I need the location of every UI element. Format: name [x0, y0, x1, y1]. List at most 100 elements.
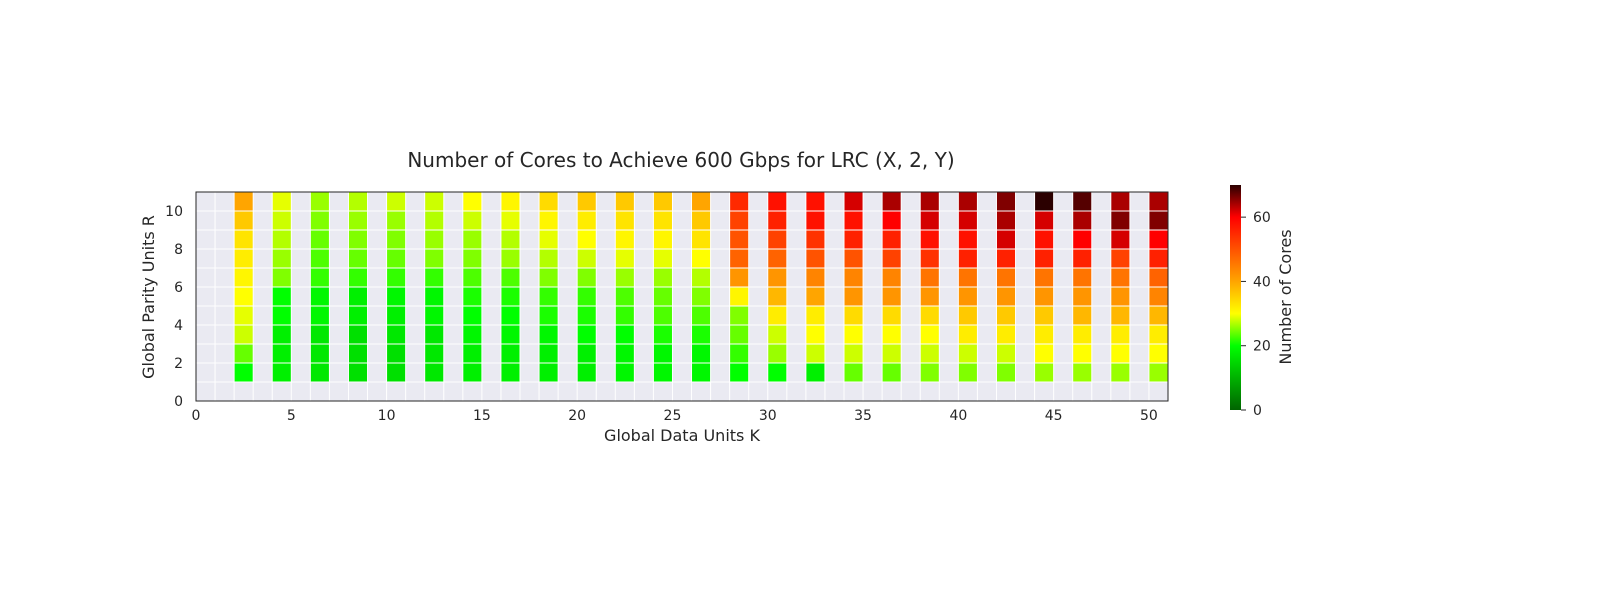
heatmap-cell: [425, 287, 444, 306]
heatmap-cell: [653, 325, 672, 344]
x-tick-label: 25: [664, 408, 682, 424]
heatmap-cell: [882, 249, 901, 268]
heatmap-cell: [1149, 249, 1168, 268]
heatmap-cell: [387, 325, 406, 344]
y-tick-label: 10: [165, 204, 183, 220]
heatmap-cell: [958, 211, 977, 230]
heatmap-cell: [577, 230, 596, 249]
heatmap-cell: [310, 325, 329, 344]
heatmap-cells: [234, 192, 1168, 382]
heatmap-cell: [348, 363, 368, 382]
heatmap-cell: [882, 192, 901, 211]
heatmap-cell: [1111, 192, 1130, 211]
heatmap-cell: [996, 306, 1016, 325]
heatmap-cell: [272, 268, 291, 287]
colorbar-tick-label: 40: [1253, 274, 1271, 290]
y-tick-label: 0: [174, 394, 183, 410]
y-axis-title: Global Parity Units R: [139, 215, 158, 379]
heatmap-cell: [463, 344, 482, 363]
x-tick-label: 5: [287, 408, 296, 424]
heatmap-cell: [806, 192, 825, 211]
heatmap-cell: [1149, 287, 1168, 306]
heatmap-cell: [1149, 344, 1168, 363]
heatmap-cell: [730, 249, 749, 268]
heatmap-cell: [425, 211, 444, 230]
heatmap-cell: [692, 344, 711, 363]
heatmap-cell: [501, 268, 520, 287]
heatmap-cell: [539, 363, 558, 382]
heatmap-cell: [806, 287, 825, 306]
heatmap-cell: [501, 249, 520, 268]
heatmap-cell: [387, 268, 406, 287]
heatmap-cell: [958, 306, 977, 325]
heatmap-cell: [463, 192, 482, 211]
heatmap-cell: [272, 287, 291, 306]
heatmap-cell: [882, 287, 901, 306]
heatmap-cell: [1149, 306, 1168, 325]
heatmap-cell: [234, 211, 253, 230]
grid-lines: [195, 191, 1169, 402]
heatmap-cell: [463, 211, 482, 230]
heatmap-cell: [577, 344, 596, 363]
heatmap-cell: [501, 363, 520, 382]
heatmap-cell: [234, 325, 253, 344]
heatmap-cell: [501, 325, 520, 344]
heatmap-cell: [844, 344, 863, 363]
heatmap-cell: [577, 325, 596, 344]
heatmap-cell: [1149, 363, 1168, 382]
heatmap-cell: [234, 287, 253, 306]
heatmap-cell: [463, 249, 482, 268]
heatmap-cell: [806, 344, 825, 363]
heatmap-cell: [806, 211, 825, 230]
heatmap-cell: [920, 268, 939, 287]
heatmap-cell: [501, 306, 520, 325]
y-tick-label: 8: [174, 242, 183, 258]
plot-frame: [195, 191, 1169, 402]
heatmap-cell: [844, 287, 863, 306]
heatmap-cell: [653, 192, 672, 211]
heatmap-cell: [463, 268, 482, 287]
heatmap-cell: [1149, 230, 1168, 249]
heatmap-cell: [1073, 306, 1092, 325]
heatmap-cell: [425, 344, 444, 363]
heatmap-cell: [996, 325, 1016, 344]
heatmap-cell: [958, 325, 977, 344]
heatmap-cell: [234, 363, 253, 382]
heatmap-cell: [882, 363, 901, 382]
heatmap-cell: [996, 268, 1016, 287]
heatmap-cell: [348, 325, 368, 344]
heatmap-cell: [1111, 306, 1130, 325]
heatmap-cell: [768, 249, 787, 268]
heatmap-cell: [577, 249, 596, 268]
heatmap-cell: [310, 344, 329, 363]
heatmap-cell: [615, 249, 634, 268]
heatmap-cell: [539, 230, 558, 249]
heatmap-cell: [1111, 344, 1130, 363]
heatmap-cell: [348, 344, 368, 363]
heatmap-cell: [310, 268, 329, 287]
heatmap-cell: [348, 306, 368, 325]
heatmap-cell: [844, 211, 863, 230]
heatmap-cell: [539, 287, 558, 306]
heatmap-cell: [768, 344, 787, 363]
heatmap-cell: [768, 230, 787, 249]
heatmap-cell: [615, 230, 634, 249]
x-axis-title: Global Data Units K: [604, 426, 760, 445]
y-tick-label: 2: [174, 356, 183, 372]
heatmap-cell: [1035, 363, 1054, 382]
heatmap-cell: [577, 192, 596, 211]
heatmap-cell: [539, 211, 558, 230]
heatmap-cell: [272, 363, 291, 382]
heatmap-cell: [996, 249, 1016, 268]
heatmap-cell: [1035, 325, 1054, 344]
heatmap-cell: [272, 249, 291, 268]
heatmap-cell: [996, 192, 1016, 211]
heatmap-cell: [844, 230, 863, 249]
heatmap-cell: [996, 230, 1016, 249]
heatmap-cell: [463, 363, 482, 382]
heatmap-cell: [806, 306, 825, 325]
heatmap-cell: [653, 306, 672, 325]
heatmap-cell: [425, 325, 444, 344]
heatmap-cell: [463, 306, 482, 325]
heatmap-cell: [425, 306, 444, 325]
